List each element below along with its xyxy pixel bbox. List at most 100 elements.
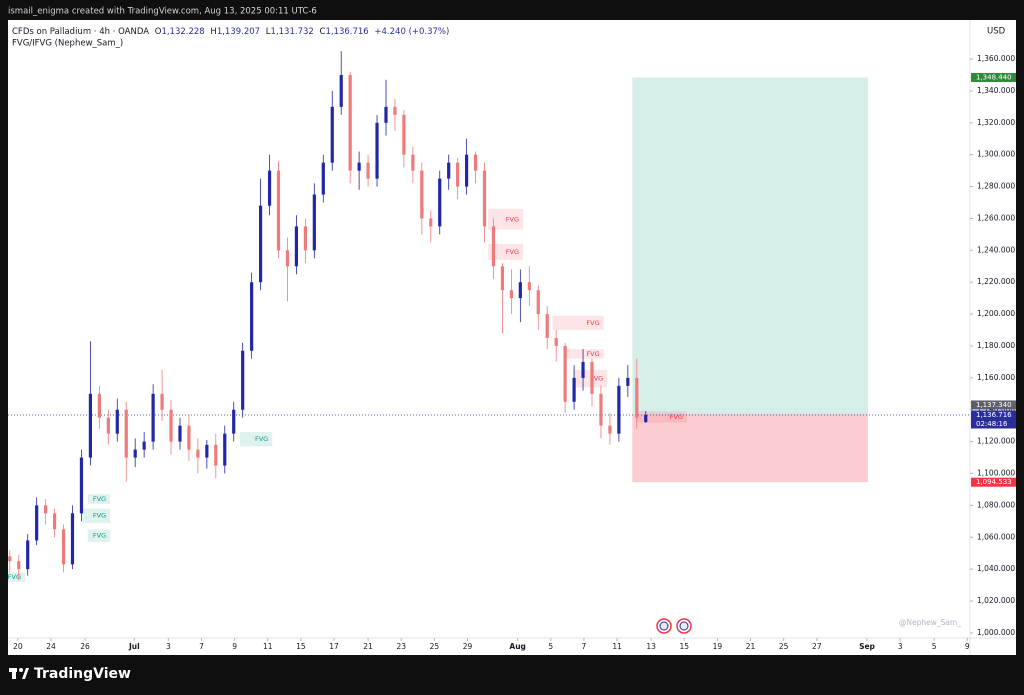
candle-body [17, 561, 21, 570]
x-tick-label: 5 [548, 642, 553, 651]
candle-body [276, 170, 281, 251]
fvg-zone [82, 508, 111, 523]
ohlc-key: L [266, 27, 271, 37]
legend-line: CFDs on Palladium · 4h · OANDA O1,132.22… [12, 27, 449, 37]
y-tick-label: 1,220.000 [977, 277, 1015, 286]
candle-body [581, 361, 585, 378]
candle-body [88, 393, 93, 458]
candle-body [241, 350, 245, 410]
candle-body [465, 154, 469, 187]
y-tick-label: 1,060.000 [977, 532, 1015, 541]
x-tick-label: 15 [296, 642, 306, 651]
candle-body [626, 377, 630, 386]
candle-body [187, 425, 191, 450]
candle-body [70, 513, 75, 565]
candle-body [456, 162, 460, 187]
price-badge [971, 477, 1016, 487]
y-tick-label: 1,180.000 [977, 341, 1015, 350]
price-badge-label: 1,094.533 [976, 478, 1012, 486]
ohlc-key: O [155, 27, 162, 37]
x-tick-label: 26 [80, 642, 90, 651]
candle-body [44, 505, 48, 514]
y-tick-label: 1,360.000 [977, 54, 1015, 63]
candle-body [339, 74, 343, 107]
x-tick-label: 13 [646, 642, 656, 651]
x-tick-label: 29 [463, 642, 473, 651]
x-tick-label: 11 [263, 642, 273, 651]
logo-part [22, 668, 29, 679]
candle-body [232, 409, 236, 434]
candle-body [321, 162, 325, 195]
fvg-zone [488, 243, 524, 260]
candle-body [384, 106, 388, 123]
ohlc-value: 1,131.732 [271, 27, 314, 37]
currency: USD [987, 27, 1006, 37]
candle-body [635, 377, 639, 418]
candle-body [151, 393, 155, 442]
credit: ismail_enigma created with TradingView.c… [8, 7, 317, 17]
x-tick-label: 5 [932, 642, 937, 651]
ohlc-value: 1,136.716 [325, 27, 368, 37]
candle-body [79, 457, 84, 514]
fvg-zone [552, 315, 604, 331]
x-tick-label: 24 [46, 642, 56, 651]
fvg-zone [563, 349, 604, 359]
y-tick-label: 1,240.000 [977, 245, 1015, 254]
chart-panel [8, 20, 1016, 655]
candle-body [348, 74, 352, 171]
x-tick-label: Sep [859, 642, 875, 651]
price-badge-label: 1,348.440 [976, 73, 1012, 81]
candle-body [205, 444, 209, 458]
x-tick-label: 23 [396, 642, 406, 651]
y-tick-label: 1,260.000 [977, 213, 1015, 222]
candle-body [357, 162, 361, 171]
candle-body [267, 170, 272, 206]
candle-body [250, 282, 254, 351]
candle-body [115, 409, 119, 434]
event-flag [659, 621, 669, 631]
y-tick-label: 1,280.000 [977, 182, 1015, 191]
candle-body [8, 556, 12, 562]
ohlc-key: H [210, 27, 216, 37]
fvg-label: FVG [93, 512, 106, 520]
logo-part [19, 668, 23, 672]
candle-body [473, 154, 478, 171]
plot: FVG FVG FVG FVG FVG FVG FVG FVG FVG FVG FVG [8, 51, 970, 582]
candle-body [518, 282, 522, 299]
x-tick-label: 25 [779, 642, 789, 651]
candle-body [536, 290, 540, 315]
y-tick-label: 1,080.000 [977, 500, 1015, 509]
x-tick-label: 15 [679, 642, 689, 651]
candle-body [52, 513, 57, 530]
candle-body [447, 162, 451, 179]
event-flag [679, 621, 689, 631]
candle-body [303, 226, 307, 251]
fvg-label: FVG [93, 532, 106, 540]
fvg-zone [239, 432, 273, 447]
candle-body [482, 170, 487, 227]
price-badge [971, 400, 1016, 410]
y-tick-label: 1,040.000 [977, 564, 1015, 573]
candle-body [366, 162, 370, 179]
y-tick-label: 1,000.000 [977, 628, 1015, 637]
candle-body [142, 441, 146, 450]
brand-logo [9, 668, 29, 679]
candle-body [124, 409, 128, 458]
x-tick-label: 20 [13, 642, 23, 651]
candle-body [178, 425, 182, 442]
x-tick-label: 9 [232, 642, 237, 651]
y-tick-label: 1,200.000 [977, 309, 1015, 318]
y-tick-label: 1,300.000 [977, 150, 1015, 159]
price-badge [971, 410, 1016, 429]
candle-body [644, 414, 648, 423]
candle-body [617, 385, 621, 434]
fvg-label: FVG [506, 248, 519, 256]
fvg-label: FVG [93, 495, 106, 503]
candle-body [411, 154, 415, 171]
candle-body [572, 377, 576, 402]
candle-body [429, 218, 433, 227]
candle-body [106, 417, 110, 434]
candle-body [599, 393, 603, 426]
watermark: @Nephew_Sam_ [899, 618, 961, 627]
